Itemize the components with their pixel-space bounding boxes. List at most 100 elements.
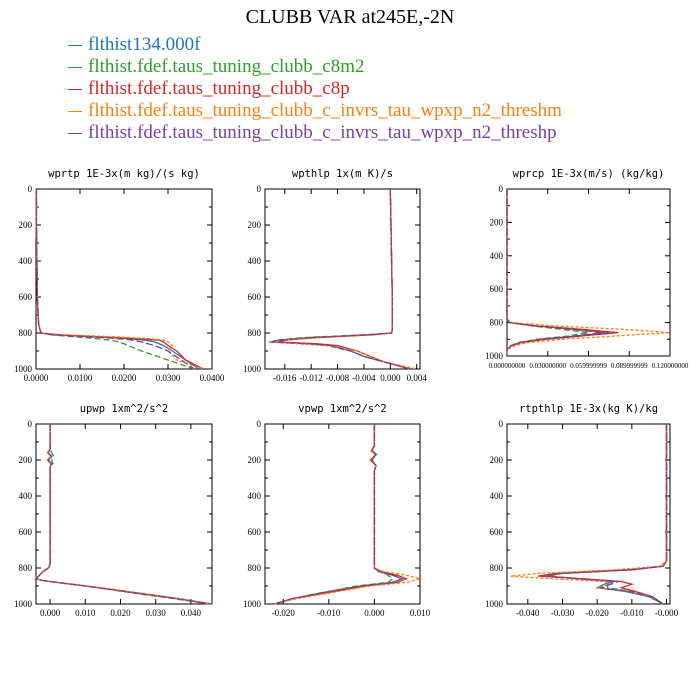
x-tick-label: -0.000 (655, 608, 679, 618)
chart-title: wpthlp 1x(m K)/s (292, 168, 393, 180)
y-tick-label: 0 (28, 184, 33, 194)
x-tick-label: -0.010 (317, 608, 341, 618)
legend-label: flthist.fdef.taus_tuning_clubb_c8m2 (88, 56, 365, 77)
y-tick-label: 0 (28, 419, 33, 429)
y-tick-label: 600 (248, 292, 262, 302)
series-line (34, 424, 209, 605)
y-tick-label: 200 (490, 217, 504, 227)
chart-panel: wprcp 1E-3x(m/s) (kg/kg) 0 200 400 600 800 100… (485, 168, 689, 370)
legend-swatch (68, 67, 82, 69)
x-tick-label: -0.010 (620, 608, 644, 618)
plot-frame (35, 188, 213, 370)
chart-title: rtpthlp 1E-3x(kg K)/kg (519, 403, 658, 415)
series-line (506, 189, 619, 356)
legend-swatch (68, 133, 82, 135)
legend-swatch (68, 111, 82, 113)
x-tick-label: -0.012 (300, 373, 323, 383)
page-title: CLUBB VAR at245E,-2N (245, 6, 455, 28)
x-tick-label: 0.020 (110, 608, 131, 618)
series-line (35, 189, 195, 370)
series-line (506, 189, 671, 356)
x-tick-label: 0.004 (407, 373, 428, 383)
x-tick-label: 0.0200 (112, 373, 137, 383)
chart-title: vpwp 1xm^2/s^2 (298, 403, 387, 415)
series-line (273, 424, 404, 605)
y-tick-label: 1000 (243, 364, 262, 374)
x-tick-label: -0.040 (516, 608, 540, 618)
x-tick-label: 0.030 (146, 608, 167, 618)
x-tick-label: 0.0300 (156, 373, 181, 383)
chart-panel: wpthlp 1x(m K)/s02004006008001000-0.016-… (243, 168, 427, 383)
y-tick-label: 200 (19, 455, 33, 465)
x-tick-label: 0.0000 (24, 373, 49, 383)
legend-swatch (68, 89, 82, 91)
series-line (506, 189, 603, 356)
series-line (34, 424, 213, 605)
chart-title: upwp 1xm^2/s^2 (80, 403, 169, 415)
y-tick-label: 1000 (485, 351, 504, 361)
y-tick-label: 400 (19, 256, 33, 266)
y-tick-label: 800 (490, 318, 504, 328)
x-tick-label: 0.0100 (68, 373, 93, 383)
series-line (545, 424, 668, 605)
y-tick-label: 0 (257, 419, 262, 429)
y-tick-label: 200 (490, 455, 504, 465)
y-tick-label: 600 (490, 527, 504, 537)
y-tick-label: 200 (248, 220, 262, 230)
series-line (35, 189, 204, 370)
x-tick-label: 0.120000000 (652, 362, 689, 370)
y-tick-label: 400 (490, 491, 504, 501)
series-line (33, 424, 213, 605)
x-tick-label: 0.040 (181, 608, 202, 618)
x-tick-label: -0.016 (273, 373, 297, 383)
series-line (273, 424, 404, 605)
y-tick-label: 0 (257, 184, 262, 194)
x-tick-label: 0.000 (380, 373, 401, 383)
series-line (35, 189, 204, 370)
y-tick-label: 600 (19, 527, 33, 537)
y-tick-label: 1000 (243, 599, 262, 609)
y-tick-label: 800 (490, 563, 504, 573)
legend-entry: flthist.fdef.taus_tuning_clubb_c8p (68, 78, 562, 100)
x-tick-label: -0.004 (352, 373, 376, 383)
chart-panel: wprtp 1E-3x(m kg)/(s kg) 0 200 400 600 800 100… (14, 168, 225, 383)
series-line (34, 424, 213, 605)
y-tick-label: 1000 (14, 599, 33, 609)
chart-panel: upwp 1xm^2/s^2 0 200 400 600 800 1000 0.000 0.01… (14, 403, 213, 618)
legend-entry: flthist134.000f (68, 34, 562, 56)
legend-entry: flthist.fdef.taus_tuning_clubb_c_invrs_t… (68, 100, 562, 122)
y-tick-label: 0 (499, 184, 504, 194)
x-tick-label: 0.000 (364, 608, 385, 618)
x-tick-label: 0.089999999 (611, 362, 648, 370)
plot-frame (35, 423, 213, 605)
y-tick-label: 800 (19, 563, 33, 573)
x-tick-label: -0.030 (551, 608, 575, 618)
y-tick-label: 800 (248, 563, 262, 573)
y-tick-label: 800 (19, 328, 33, 338)
x-tick-label: 0.0400 (200, 373, 225, 383)
x-tick-label: -0.020 (586, 608, 610, 618)
series-line (34, 424, 213, 605)
legend: flthist134.000f flthist.fdef.taus_tuning… (68, 34, 562, 144)
x-tick-label: 0.000000000 (489, 362, 526, 370)
legend-entry: flthist.fdef.taus_tuning_clubb_c_invrs_t… (68, 122, 562, 144)
y-tick-label: 1000 (485, 599, 504, 609)
x-tick-label: 0.000 (40, 608, 61, 618)
y-tick-label: 0 (499, 419, 504, 429)
legend-label: flthist.fdef.taus_tuning_clubb_c8p (88, 78, 350, 99)
chart-panel: vpwp 1xm^2/s^2 0 200 400 600 800 1000 -0.020 -0.… (243, 403, 431, 618)
series-line (548, 424, 668, 605)
x-tick-label: -0.020 (272, 608, 296, 618)
x-tick-label: -0.008 (326, 373, 350, 383)
x-tick-label: 0.010 (410, 608, 431, 618)
y-tick-label: 200 (19, 220, 33, 230)
y-tick-label: 400 (248, 256, 262, 266)
chart-panel: rtpthlp 1E-3x(kg K)/kg 0 200 400 600 800 1000 -… (485, 403, 679, 618)
series-line (510, 424, 668, 605)
y-tick-label: 600 (490, 284, 504, 294)
legend-label: flthist.fdef.taus_tuning_clubb_c_invrs_t… (88, 122, 557, 143)
series-line (35, 189, 195, 370)
x-tick-label: 0.010 (75, 608, 96, 618)
y-tick-label: 400 (248, 491, 262, 501)
legend-label: flthist134.000f (88, 34, 201, 55)
